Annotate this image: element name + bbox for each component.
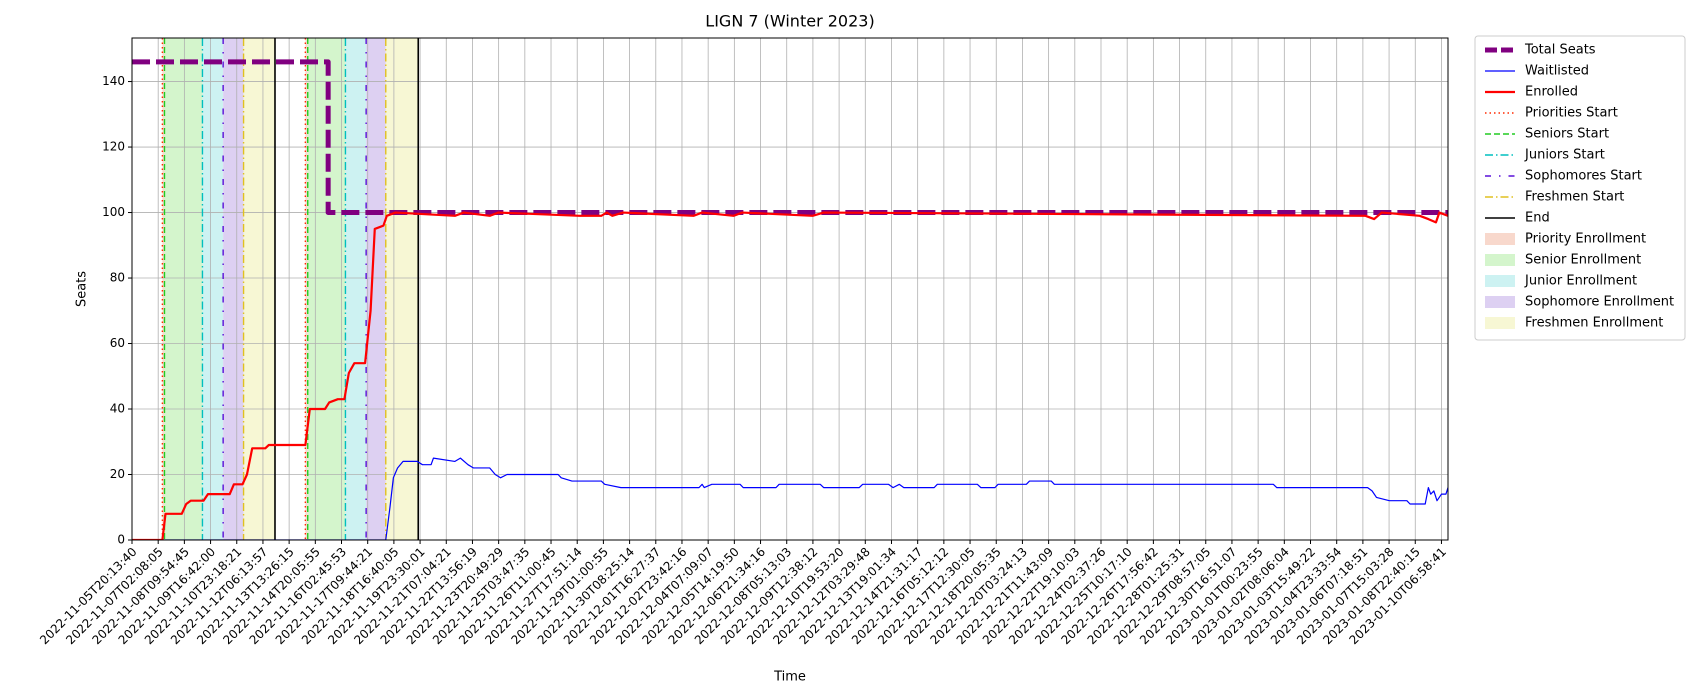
legend-label: Freshmen Enrollment bbox=[1525, 316, 1663, 331]
legend-label: Juniors Start bbox=[1524, 148, 1605, 163]
enrollment-span bbox=[366, 38, 386, 540]
enrollment-span bbox=[305, 38, 308, 540]
enrollment-span bbox=[223, 38, 244, 540]
legend-label: Total Seats bbox=[1524, 43, 1596, 58]
y-tick-label: 20 bbox=[110, 467, 125, 481]
enrollment-span bbox=[345, 38, 367, 540]
legend-label: Priorities Start bbox=[1525, 106, 1618, 121]
legend-label: Waitlisted bbox=[1525, 64, 1589, 79]
y-axis-label: Seats bbox=[75, 271, 90, 307]
grid bbox=[131, 38, 1448, 541]
y-tick-label: 60 bbox=[110, 336, 125, 350]
enrollment-span bbox=[385, 38, 419, 540]
legend-label: Sophomore Enrollment bbox=[1525, 295, 1674, 310]
plot-frame bbox=[131, 37, 1449, 541]
legend-label: Sophomores Start bbox=[1525, 169, 1642, 184]
legend-label: Priority Enrollment bbox=[1525, 232, 1646, 247]
spans bbox=[162, 38, 419, 540]
chart-title: LIGN 7 (Winter 2023) bbox=[705, 12, 874, 31]
legend-swatch bbox=[1485, 233, 1515, 245]
lines bbox=[132, 59, 1448, 540]
legend: Total Seats Waitlisted Enrolled Priorities … bbox=[1474, 35, 1686, 341]
enrollment-span bbox=[164, 38, 203, 540]
x-axis-label: Time bbox=[773, 670, 806, 685]
enrollment-span bbox=[243, 38, 275, 540]
markers bbox=[161, 38, 420, 540]
y-tick-label: 0 bbox=[117, 533, 125, 547]
legend-swatch bbox=[1485, 296, 1515, 308]
legend-swatch bbox=[1485, 254, 1515, 266]
legend-label: End bbox=[1525, 211, 1550, 226]
y-tick-label: 140 bbox=[102, 74, 125, 88]
legend-label: Freshmen Start bbox=[1525, 190, 1624, 205]
y-tick-label: 100 bbox=[102, 205, 125, 219]
series-line bbox=[132, 59, 1448, 216]
legend-label: Enrolled bbox=[1525, 85, 1578, 100]
y-tick-label: 40 bbox=[110, 402, 125, 416]
legend-label: Seniors Start bbox=[1525, 127, 1609, 142]
y-tick-label: 120 bbox=[102, 140, 125, 154]
legend-swatch bbox=[1485, 317, 1515, 329]
y-tick-label: 80 bbox=[110, 271, 125, 285]
legend-swatch bbox=[1485, 275, 1515, 287]
legend-label: Senior Enrollment bbox=[1525, 253, 1641, 268]
series-line bbox=[132, 457, 1448, 540]
legend-label: Junior Enrollment bbox=[1524, 274, 1637, 289]
legend-box bbox=[1474, 35, 1686, 341]
series-line bbox=[132, 211, 1448, 540]
enrollment-span bbox=[162, 38, 165, 540]
enrollment-span bbox=[202, 38, 224, 540]
